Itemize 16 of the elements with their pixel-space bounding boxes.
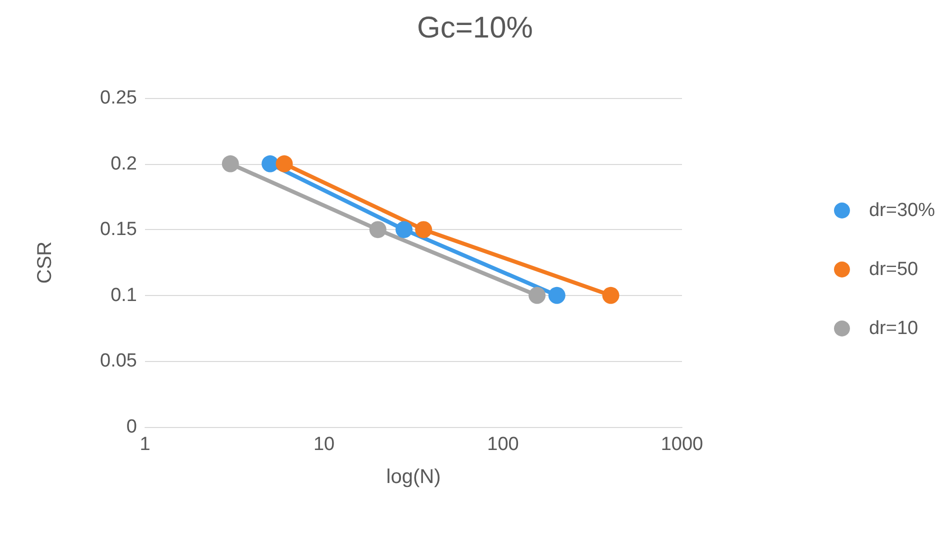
chart-title: Gc=10%	[417, 12, 533, 44]
legend-label: dr=50	[868, 259, 918, 280]
y-tick-label: 0.1	[110, 284, 137, 306]
x-tick-label: 1000	[660, 434, 704, 455]
x-axis-title: log(N)	[386, 466, 441, 488]
y-tick-label: 0.05	[100, 350, 137, 372]
y-tick-label: 0.2	[110, 153, 137, 174]
y-tick-label: 0.15	[100, 219, 137, 240]
legend-label: dr=10	[868, 318, 918, 339]
y-tick-label: 0	[126, 416, 137, 438]
y-axis-title: CSR	[34, 241, 56, 284]
x-tick-label: 1	[140, 434, 150, 455]
legend-label: dr=30%	[868, 200, 936, 221]
x-tick-label: 100	[487, 434, 519, 455]
x-tick-label: 10	[313, 434, 335, 455]
y-tick-label: 0.25	[100, 88, 137, 108]
